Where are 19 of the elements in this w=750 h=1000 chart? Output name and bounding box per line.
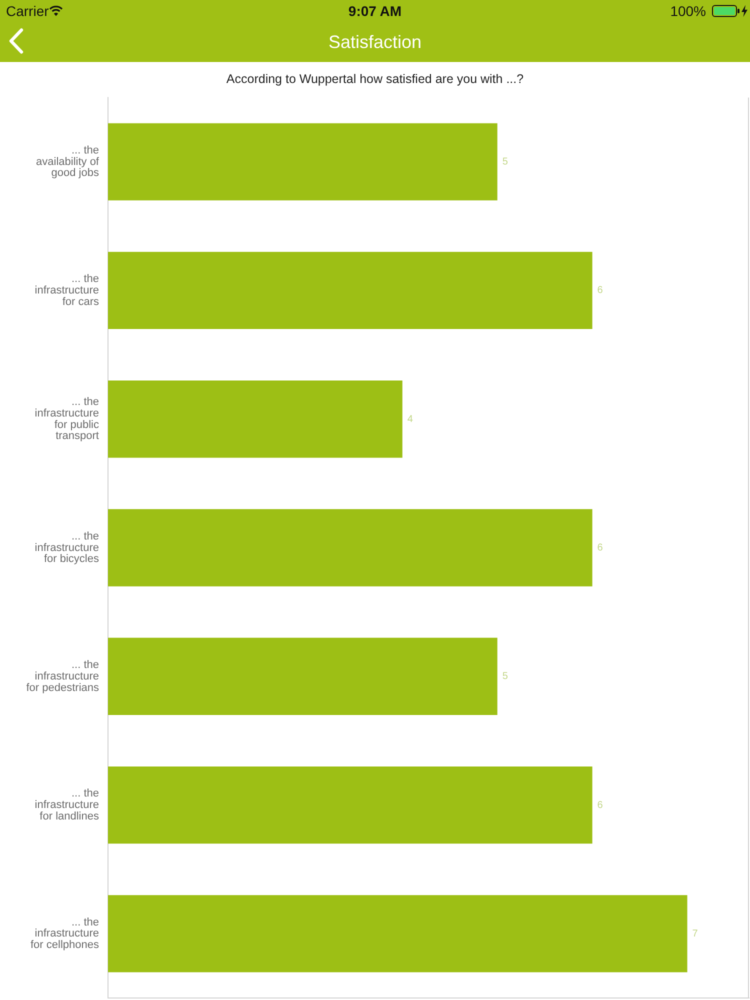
data-label: 5	[502, 156, 508, 168]
data-label: 6	[597, 542, 604, 554]
chart-title: Satisfaction	[327, 31, 423, 53]
data-label: 6	[597, 800, 604, 811]
y-tick-label: ... the availability of good jobs	[36, 144, 100, 180]
chart-subtitle: According to Wuppertal how satisfied are you with ...?	[225, 71, 525, 87]
y-tick-label: ... the infrastructure for landlines	[34, 788, 100, 822]
data-label: 5	[502, 671, 508, 682]
y-tick-label: ... the infrastructure for bicycles	[34, 530, 100, 566]
y-tick-label: ... the infrastructure for pedestrians	[26, 659, 100, 694]
y-tick-label: ... the infrastructure for public transport	[34, 396, 100, 442]
data-label: 7	[692, 928, 698, 940]
text: 100%	[670, 3, 706, 19]
text: Carrier	[6, 3, 49, 19]
y-tick-label: ... the infrastructure for cellphones	[30, 916, 100, 952]
text: 9:07 AM	[348, 3, 402, 19]
data-label: 6	[597, 285, 604, 296]
y-tick-label: ... the infrastructure for cars	[34, 273, 100, 308]
data-label: 4	[407, 414, 414, 425]
